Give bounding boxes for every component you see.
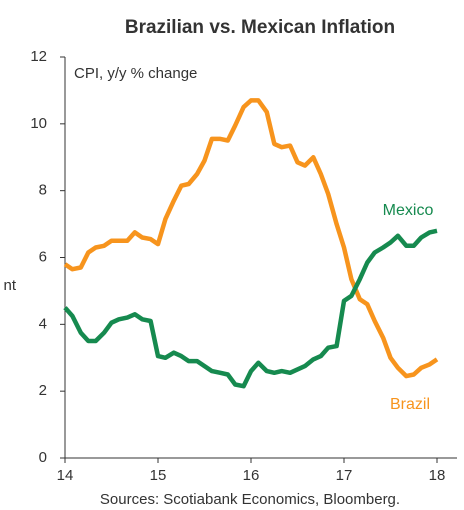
y-tick-label: 10 [30,115,47,132]
y-tick-label: 0 [39,449,47,466]
legend-label: Brazil [390,396,430,413]
x-tick-label: 18 [429,467,446,484]
x-tick-label: 17 [336,467,353,484]
y-tick-label: 8 [39,182,47,199]
source: Sources: Scotiabank Economics, Bloomberg… [100,491,400,508]
series-line [63,228,438,389]
annotation: CPI, y/y % change [74,65,197,82]
legend-label: Mexico [383,202,434,219]
side-label: nt [3,277,16,294]
y-tick-label: 12 [30,48,47,65]
series-line [63,98,439,379]
x-tick-label: 16 [243,467,260,484]
chart-title: Brazilian vs. Mexican Inflation [125,17,395,38]
x-tick-label: 14 [57,467,74,484]
x-tick-label: 15 [150,467,167,484]
y-tick-label: 2 [39,382,47,399]
y-tick-label: 4 [39,315,47,332]
y-tick-label: 6 [39,248,47,265]
